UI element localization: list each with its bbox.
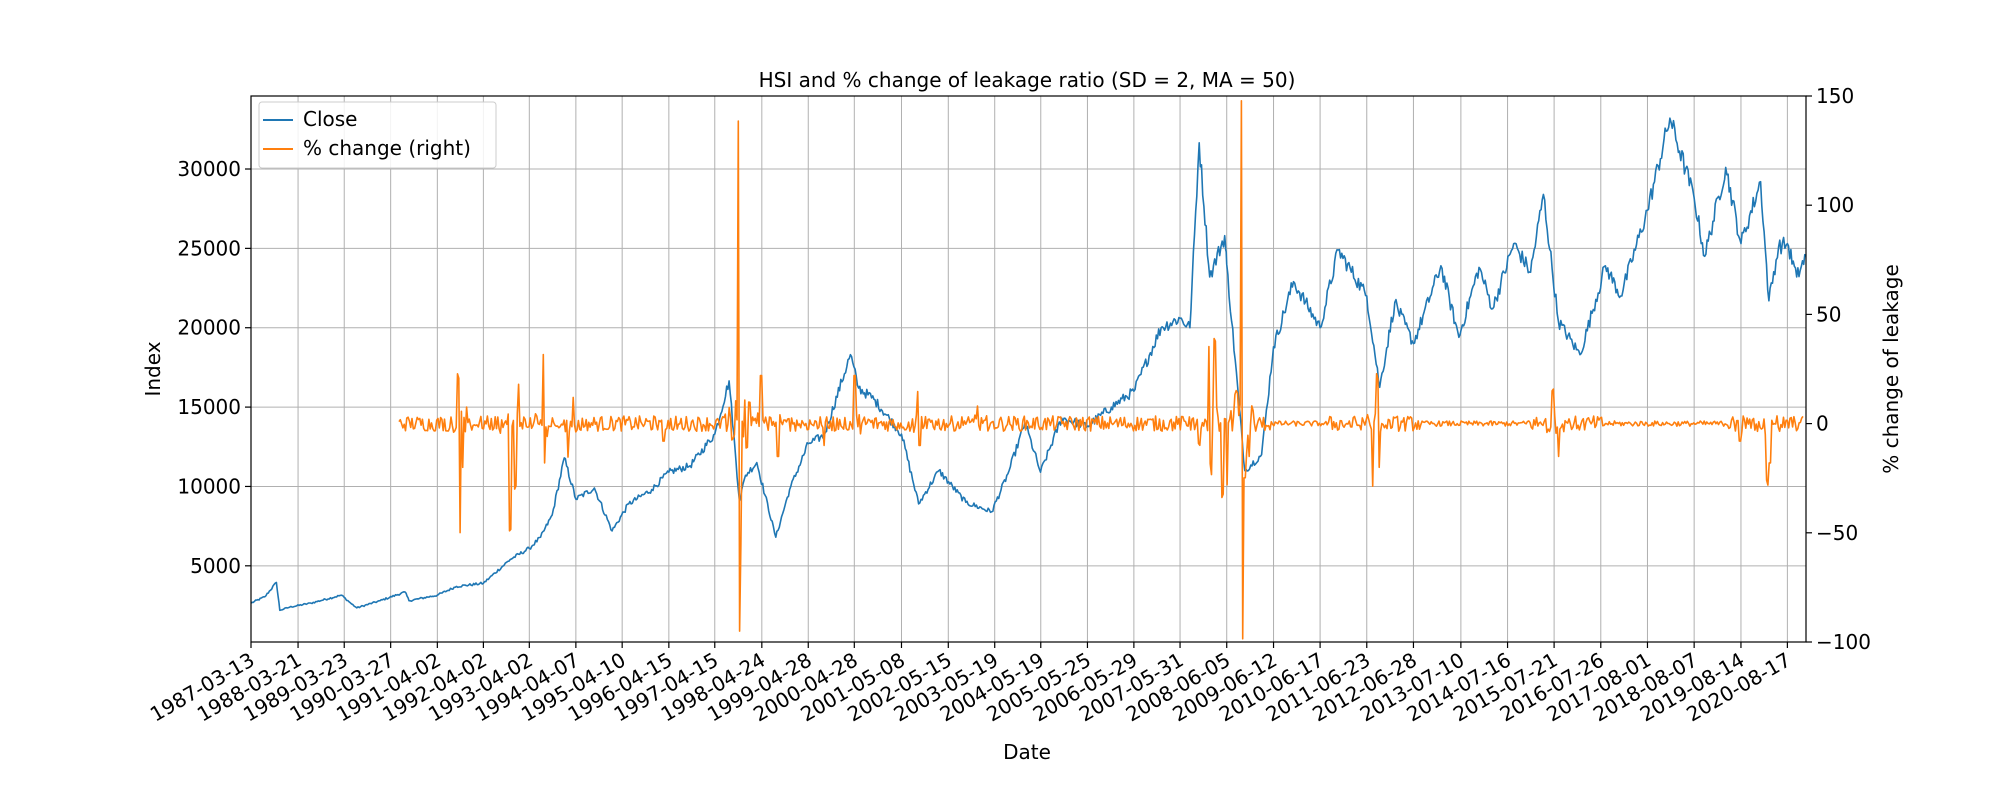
legend-box bbox=[258, 101, 497, 169]
y-axis-label: Index bbox=[141, 341, 165, 396]
y2-tick-label: −50 bbox=[1816, 521, 1858, 545]
y-tick-label: 15000 bbox=[177, 395, 241, 419]
series-pct-change-line bbox=[398, 100, 1804, 640]
axes-frame bbox=[250, 95, 1807, 643]
series-close-line bbox=[250, 117, 1807, 612]
y2-axis-label: % change of leakage bbox=[1879, 264, 1903, 474]
right-axis: −100 −50 0 50 100 150 bbox=[1806, 84, 1871, 654]
chart-title: HSI and % change of leakage ratio (SD = … bbox=[759, 68, 1296, 92]
legend: Close % change (right) bbox=[258, 101, 497, 169]
y2-tick-label: −100 bbox=[1816, 630, 1871, 654]
y2-tick-label: 100 bbox=[1816, 193, 1854, 217]
y2-tick-label: 0 bbox=[1816, 412, 1829, 436]
legend-label-pct-change: % change (right) bbox=[303, 136, 471, 160]
y-tick-label: 5000 bbox=[190, 554, 241, 578]
legend-label-close: Close bbox=[303, 107, 357, 131]
y-tick-label: 10000 bbox=[177, 474, 241, 498]
left-axis: 5000 10000 15000 20000 25000 30000 bbox=[177, 157, 251, 578]
y2-tick-label: 50 bbox=[1816, 302, 1841, 326]
plot-area bbox=[250, 100, 1807, 640]
y2-tick-label: 150 bbox=[1816, 84, 1854, 108]
x-axis-label: Date bbox=[1003, 740, 1051, 764]
grid-lines bbox=[250, 96, 1806, 642]
y-tick-label: 30000 bbox=[177, 157, 241, 181]
y-tick-label: 20000 bbox=[177, 316, 241, 340]
y-tick-label: 25000 bbox=[177, 236, 241, 260]
